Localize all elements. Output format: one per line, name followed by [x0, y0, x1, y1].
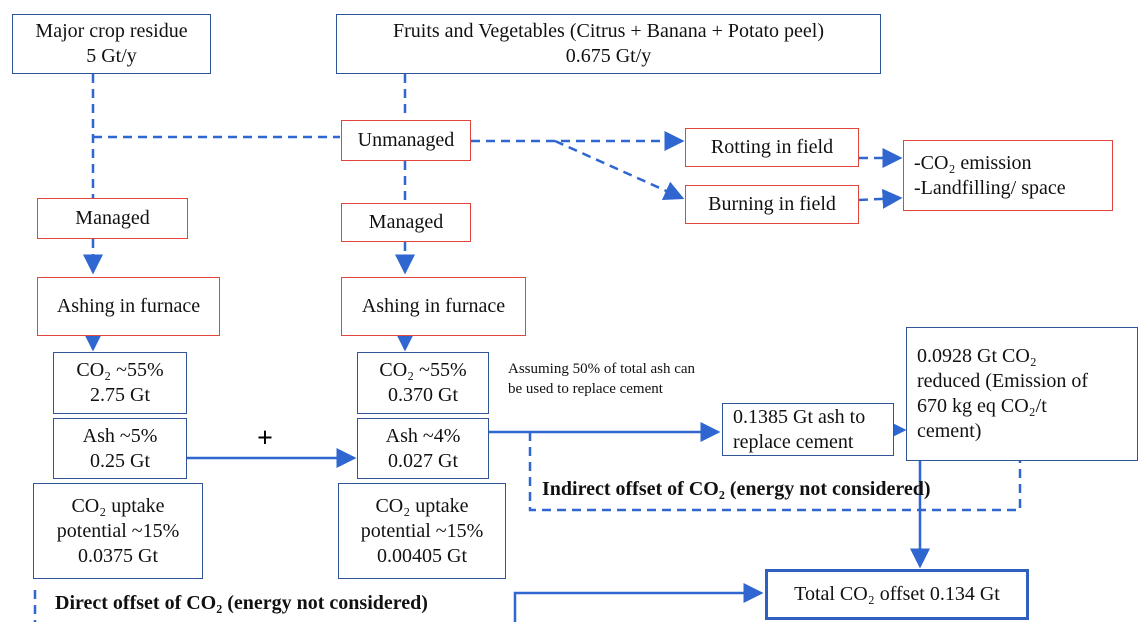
node-label: CO₂ uptake	[375, 494, 469, 517]
node-box: Total CO₂ offset 0.134 Gt	[765, 569, 1029, 620]
node-label: Rotting in field	[710, 136, 834, 158]
node-box: Major crop residue 5 Gt/y	[12, 14, 211, 74]
node-label: CO₂ ~55%	[379, 359, 467, 381]
node-label: Burning in field	[708, 193, 836, 215]
node-box: Ashing in furnace	[341, 277, 526, 336]
node-label: CO₂ ~55%	[76, 359, 164, 381]
node-box: CO₂ ~55% 2.75 Gt	[53, 352, 187, 414]
assumption-note: Assuming 50% of total ash can be used to…	[508, 361, 696, 397]
node-label: 0.25 Gt	[90, 449, 150, 472]
node-label: Total CO₂ offset 0.134 Gt	[794, 583, 1000, 605]
node-label: Major crop residue	[35, 20, 188, 42]
node-label: Managed	[75, 207, 150, 229]
plus-sign: +	[257, 423, 273, 454]
node-label: potential ~15%	[56, 519, 180, 542]
node-box: Unmanaged	[341, 120, 471, 161]
node-label: 0.027 Gt	[388, 449, 458, 472]
node-label: 670 kg eq CO₂/t	[917, 395, 1047, 417]
solid-connectors	[83, 331, 930, 622]
node-box: 0.0928 Gt CO₂ reduced (Emission of 670 k…	[906, 327, 1138, 461]
node-label: -Landfilling/ space	[914, 176, 1066, 199]
node-box: CO₂ uptake potential ~15% 0.00405 Gt	[338, 483, 506, 579]
node-label: 5 Gt/y	[86, 45, 137, 67]
node-box: Ash ~4% 0.027 Gt	[357, 418, 489, 479]
node-label: reduced (Emission of	[917, 370, 1089, 392]
indirect-offset-label: Indirect offset of CO₂ (energy not consi…	[542, 478, 931, 500]
node-label: 0.0928 Gt CO₂	[917, 345, 1037, 367]
node-box: Ash ~5% 0.25 Gt	[53, 418, 187, 479]
node-label: Managed	[368, 211, 444, 233]
node-label: Ashing in furnace	[361, 295, 506, 317]
node-label: Unmanaged	[357, 129, 455, 151]
node-box: Rotting in field	[685, 128, 859, 167]
node-box: Burning in field	[685, 185, 859, 224]
node-label: 0.1385 Gt ash to	[733, 405, 866, 428]
node-label: Ashing in furnace	[56, 295, 201, 317]
node-box: Ashing in furnace	[37, 277, 220, 336]
node-label: potential ~15%	[360, 519, 484, 542]
node-box: CO₂ uptake potential ~15% 0.0375 Gt	[33, 483, 203, 579]
node-box: -CO₂ emission -Landfilling/ space	[903, 140, 1113, 211]
node-box: 0.1385 Gt ash to replace cement	[722, 403, 894, 456]
node-label: 2.75 Gt	[90, 384, 150, 406]
node-box: Fruits and Vegetables (Citrus + Banana +…	[336, 14, 881, 74]
node-box: Managed	[341, 203, 471, 242]
node-box: Managed	[37, 198, 188, 239]
node-label: CO₂ uptake	[71, 494, 165, 517]
node-label: 0.0375 Gt	[78, 544, 158, 567]
node-label: -CO₂ emission	[914, 151, 1032, 174]
node-label: 0.675 Gt/y	[565, 45, 652, 67]
node-label: 0.00405 Gt	[377, 544, 467, 567]
node-label: replace cement	[733, 430, 854, 453]
node-label: Ash ~5%	[82, 424, 158, 447]
node-box: CO₂ ~55% 0.370 Gt	[357, 352, 489, 414]
dashed-connectors	[33, 74, 1022, 622]
node-label: cement)	[917, 420, 982, 442]
direct-offset-label: Direct offset of CO₂ (energy not conside…	[55, 592, 428, 614]
node-label: 0.370 Gt	[388, 384, 458, 406]
node-label: Fruits and Vegetables (Citrus + Banana +…	[393, 20, 824, 42]
node-label: Ash ~4%	[385, 424, 461, 447]
